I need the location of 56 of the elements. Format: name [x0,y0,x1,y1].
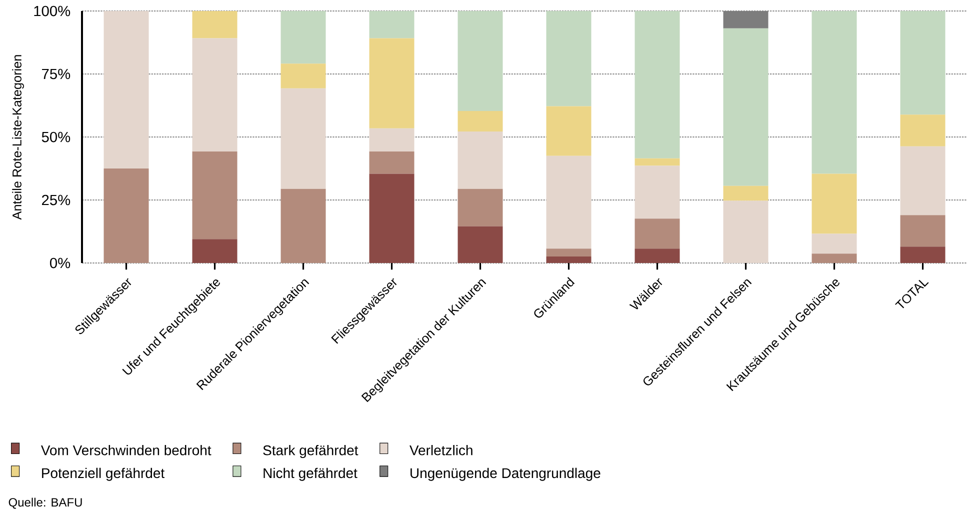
bar [280,11,326,64]
bar [458,131,503,189]
bar [458,11,503,112]
y-tick-label: 50% [42,132,70,142]
bar [634,11,680,158]
bar [280,188,326,263]
bar [369,11,414,38]
bar [812,174,857,234]
bar [723,200,768,263]
y-axis-title: Anteile Rote-Liste-Kategorien [12,55,24,220]
bar [458,188,503,226]
source-note: Quelle: BAFU [8,498,82,509]
y-tick-label: 100% [34,6,70,16]
bar [369,151,414,174]
bar [812,11,857,174]
legend-label: Verletzlich [410,445,472,456]
bar [192,239,238,263]
bar [458,111,503,132]
legend-label: Stark gefährdet [263,445,358,458]
bar [634,218,680,249]
y-tick-label: 0% [50,258,70,268]
bar [104,168,149,263]
bar [546,256,592,263]
bar [723,11,768,28]
bar [634,158,680,166]
bar [280,64,326,88]
bar [546,156,592,249]
bar [369,38,414,128]
bar [458,226,503,263]
bar [280,88,326,189]
bar [192,38,238,152]
bar [812,234,857,254]
bar [369,128,414,152]
bar [546,106,592,156]
bar [634,166,680,219]
bar [812,254,857,263]
bar [546,248,592,256]
bar [369,174,414,263]
bar [192,151,238,240]
y-tick-label: 75% [42,68,70,80]
bar [723,186,768,201]
legend-label: Potenziell gefährdet [42,468,165,481]
bar [900,114,946,146]
bar [104,11,149,169]
bar [723,28,768,186]
legend-label: Vom Verschwinden bedroht [40,445,212,456]
bar [546,11,592,106]
bar [900,11,946,115]
bar [900,215,946,247]
legend-label: Nicht gefährdet [264,468,358,481]
bar [900,146,946,216]
y-tick-label: 25% [42,194,70,206]
bar [192,11,238,38]
bar [634,248,680,263]
bar [900,246,946,263]
legend-label: Ungenügende Datengrundlage [410,468,600,481]
